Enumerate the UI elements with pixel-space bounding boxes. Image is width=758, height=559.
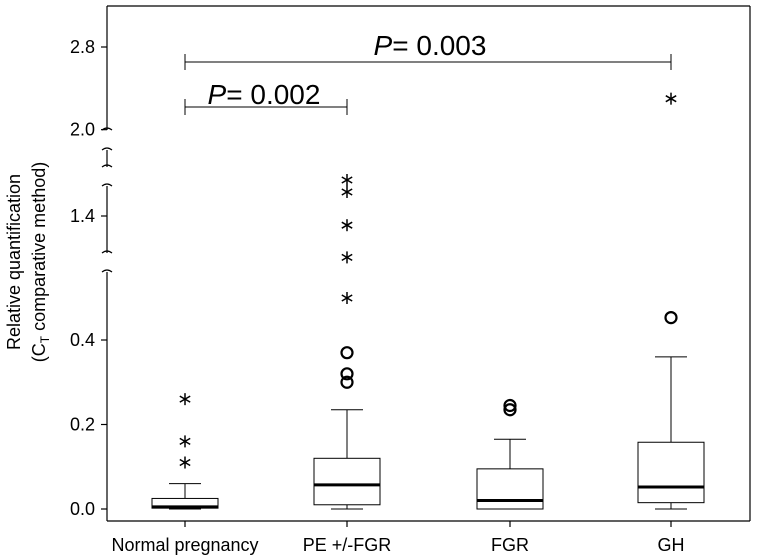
- axis-break-mark: [101, 269, 113, 273]
- p-symbol: P: [374, 30, 393, 61]
- x-tick-label: Normal pregnancy: [111, 535, 258, 555]
- y-axis-label-line2: (CT comparative method): [29, 162, 52, 362]
- box-group: [313, 174, 381, 510]
- p-value: = 0.003: [392, 30, 486, 61]
- extreme-star-marker: [341, 186, 353, 198]
- axis-break-mark: [101, 164, 113, 168]
- y-axis-label-subscript: T: [38, 335, 52, 343]
- axis-break-mark: [101, 183, 113, 187]
- plot-frame: [107, 5, 751, 522]
- y-tick-label: 0.0: [70, 499, 95, 519]
- box-group: [637, 92, 705, 510]
- star-stroke: [179, 395, 191, 403]
- star-stroke: [341, 188, 353, 196]
- extreme-star-marker: [179, 456, 191, 469]
- x-tick-label: FGR: [491, 535, 529, 555]
- significance-bracket: P= 0.003: [184, 30, 672, 70]
- y-axis-label-suffix: comparative method): [29, 162, 49, 336]
- significance-bracket: P= 0.002: [184, 79, 348, 115]
- iqr-box: [313, 457, 381, 506]
- y-axis-label-prefix: (C: [29, 343, 49, 362]
- axis-break-mark: [101, 147, 113, 151]
- y-tick-label: 1.4: [70, 206, 95, 226]
- star-stroke: [179, 437, 191, 446]
- box-group: [476, 398, 544, 510]
- y-tick-label: 0.4: [70, 330, 95, 350]
- extreme-star-marker: [665, 92, 677, 105]
- extreme-star-marker: [179, 435, 191, 448]
- extreme-star-marker: [341, 292, 353, 304]
- x-tick-label: PE +/-FGR: [303, 535, 392, 555]
- outlier-circle: [340, 346, 354, 360]
- star-stroke: [179, 458, 191, 467]
- x-axis: Normal pregnancy PE +/-FGR FGR GH: [111, 521, 685, 555]
- outlier-circle: [340, 367, 354, 381]
- axis-break-mark: [101, 250, 113, 254]
- star-stroke: [341, 221, 353, 229]
- iqr-box: [637, 441, 705, 504]
- outlier-circle: [664, 311, 678, 325]
- extreme-star-marker: [341, 219, 353, 232]
- y-tick-label: 0.2: [70, 415, 95, 435]
- p-value-label: P= 0.002: [208, 79, 321, 110]
- outlier-circle: [340, 375, 354, 389]
- extreme-star-marker: [341, 251, 353, 264]
- x-tick-label: GH: [658, 535, 685, 555]
- y-axis-label-line1: Relative quantification: [4, 174, 24, 350]
- star-stroke: [341, 176, 353, 184]
- y-tick-label: 2.8: [70, 37, 95, 57]
- iqr-box: [476, 468, 544, 510]
- star-stroke: [341, 294, 353, 302]
- outlier-circle: [503, 398, 517, 413]
- box-group: [151, 393, 219, 510]
- p-value: = 0.002: [226, 79, 320, 110]
- y-tick-label: 2.0: [70, 120, 95, 140]
- y-axis: 0.0 0.2 0.4 1.4 2.0 2.8: [70, 6, 113, 521]
- star-stroke: [341, 253, 353, 262]
- plot-area: [151, 92, 705, 510]
- extreme-star-marker: [341, 174, 353, 186]
- p-value-label: P= 0.003: [374, 30, 487, 61]
- extreme-star-marker: [179, 393, 191, 406]
- outlier-circle: [503, 403, 517, 417]
- p-symbol: P: [208, 79, 227, 110]
- star-stroke: [665, 95, 677, 103]
